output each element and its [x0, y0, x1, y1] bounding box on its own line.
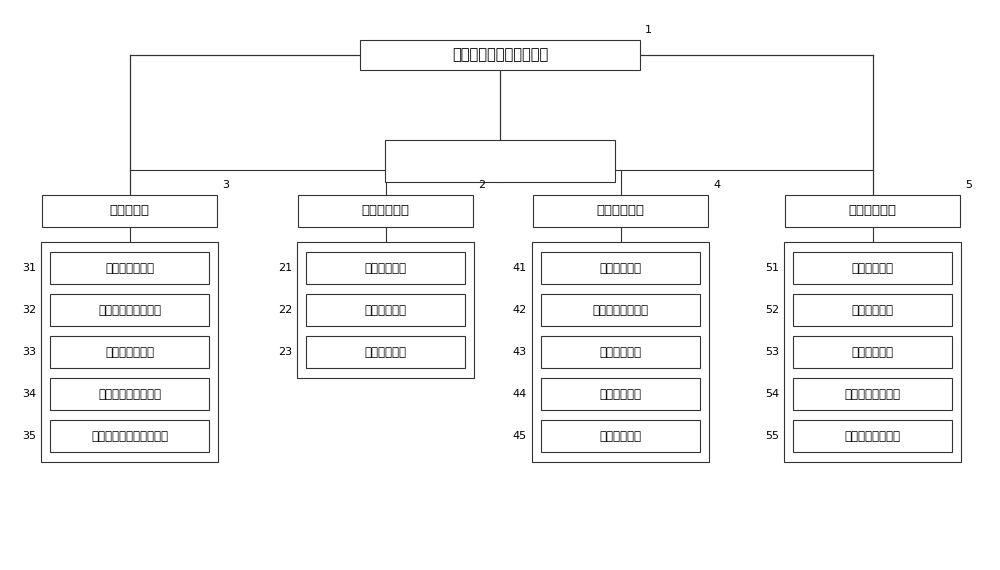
Bar [541, 252, 700, 284]
Bar [360, 40, 640, 70]
Text: 32: 32 [22, 305, 36, 315]
Bar [306, 252, 465, 284]
Text: 5: 5 [965, 180, 972, 190]
Text: 2: 2 [478, 180, 485, 190]
Text: 语音日志平台: 语音日志平台 [596, 205, 644, 218]
Text: 指挥调度平台: 指挥调度平台 [848, 205, 896, 218]
Bar [793, 336, 952, 368]
Bar [793, 378, 952, 410]
Text: 51: 51 [765, 263, 779, 273]
Text: 31: 31 [22, 263, 36, 273]
Text: 44: 44 [513, 389, 527, 399]
Bar [42, 195, 217, 227]
Text: 语音工单处理模块: 语音工单处理模块 [592, 303, 648, 316]
Text: 情报板平台: 情报板平台 [110, 205, 150, 218]
Text: 情报板资源管理模块: 情报板资源管理模块 [98, 388, 161, 401]
Bar [41, 242, 218, 462]
Text: 55: 55 [765, 431, 779, 441]
Text: 视频查看模块: 视频查看模块 [364, 262, 406, 275]
Bar [541, 294, 700, 326]
Text: 微信公众服务模块: 微信公众服务模块 [844, 430, 900, 442]
Text: 35: 35 [22, 431, 36, 441]
Text: 单兵系统模块: 单兵系统模块 [852, 345, 894, 359]
Bar [541, 336, 700, 368]
Text: 情报板发布模块: 情报板发布模块 [105, 345, 154, 359]
Text: 43: 43 [513, 347, 527, 357]
Bar [533, 195, 708, 227]
Text: 52: 52 [765, 305, 779, 315]
Bar [793, 420, 952, 452]
Bar [793, 294, 952, 326]
Text: 协同指挥调度云数据中心: 协同指挥调度云数据中心 [452, 47, 548, 63]
Bar [793, 252, 952, 284]
Text: 45: 45 [513, 431, 527, 441]
Bar [541, 378, 700, 410]
Text: 22: 22 [278, 305, 292, 315]
Bar [297, 242, 474, 378]
Text: 情报板历史记录管理模块: 情报板历史记录管理模块 [91, 430, 168, 442]
Text: 21: 21 [278, 263, 292, 273]
Text: 23: 23 [278, 347, 292, 357]
Text: 情报板状态检测模块: 情报板状态检测模块 [98, 303, 161, 316]
Text: 1: 1 [645, 25, 652, 35]
Text: 综合展示模块: 综合展示模块 [852, 262, 894, 275]
Text: 33: 33 [22, 347, 36, 357]
Bar [50, 252, 209, 284]
Bar [784, 242, 961, 462]
Text: 54: 54 [765, 389, 779, 399]
Bar [50, 420, 209, 452]
Bar [306, 336, 465, 368]
Text: 3: 3 [222, 180, 229, 190]
Bar [532, 242, 709, 462]
Text: 语音展示模块: 语音展示模块 [600, 262, 642, 275]
Bar [50, 336, 209, 368]
Text: 语音回放模块: 语音回放模块 [600, 388, 642, 401]
Bar [50, 378, 209, 410]
Text: 语音下载模块: 语音下载模块 [600, 345, 642, 359]
Text: 34: 34 [22, 389, 36, 399]
Text: 情报板展示模块: 情报板展示模块 [105, 262, 154, 275]
Bar [298, 195, 473, 227]
Text: 42: 42 [513, 305, 527, 315]
Text: 微信事件查看模块: 微信事件查看模块 [844, 388, 900, 401]
Bar [50, 294, 209, 326]
Bar [785, 195, 960, 227]
Text: 53: 53 [765, 347, 779, 357]
Text: 语音统计模块: 语音统计模块 [600, 430, 642, 442]
Text: 4: 4 [713, 180, 720, 190]
Text: 事件处置模块: 事件处置模块 [852, 303, 894, 316]
Bar [306, 294, 465, 326]
Text: 视频统计模块: 视频统计模块 [364, 345, 406, 359]
Bar [385, 140, 615, 182]
Text: 视频监控平台: 视频监控平台 [362, 205, 410, 218]
Text: 41: 41 [513, 263, 527, 273]
Bar [541, 420, 700, 452]
Text: 视频监测模块: 视频监测模块 [364, 303, 406, 316]
